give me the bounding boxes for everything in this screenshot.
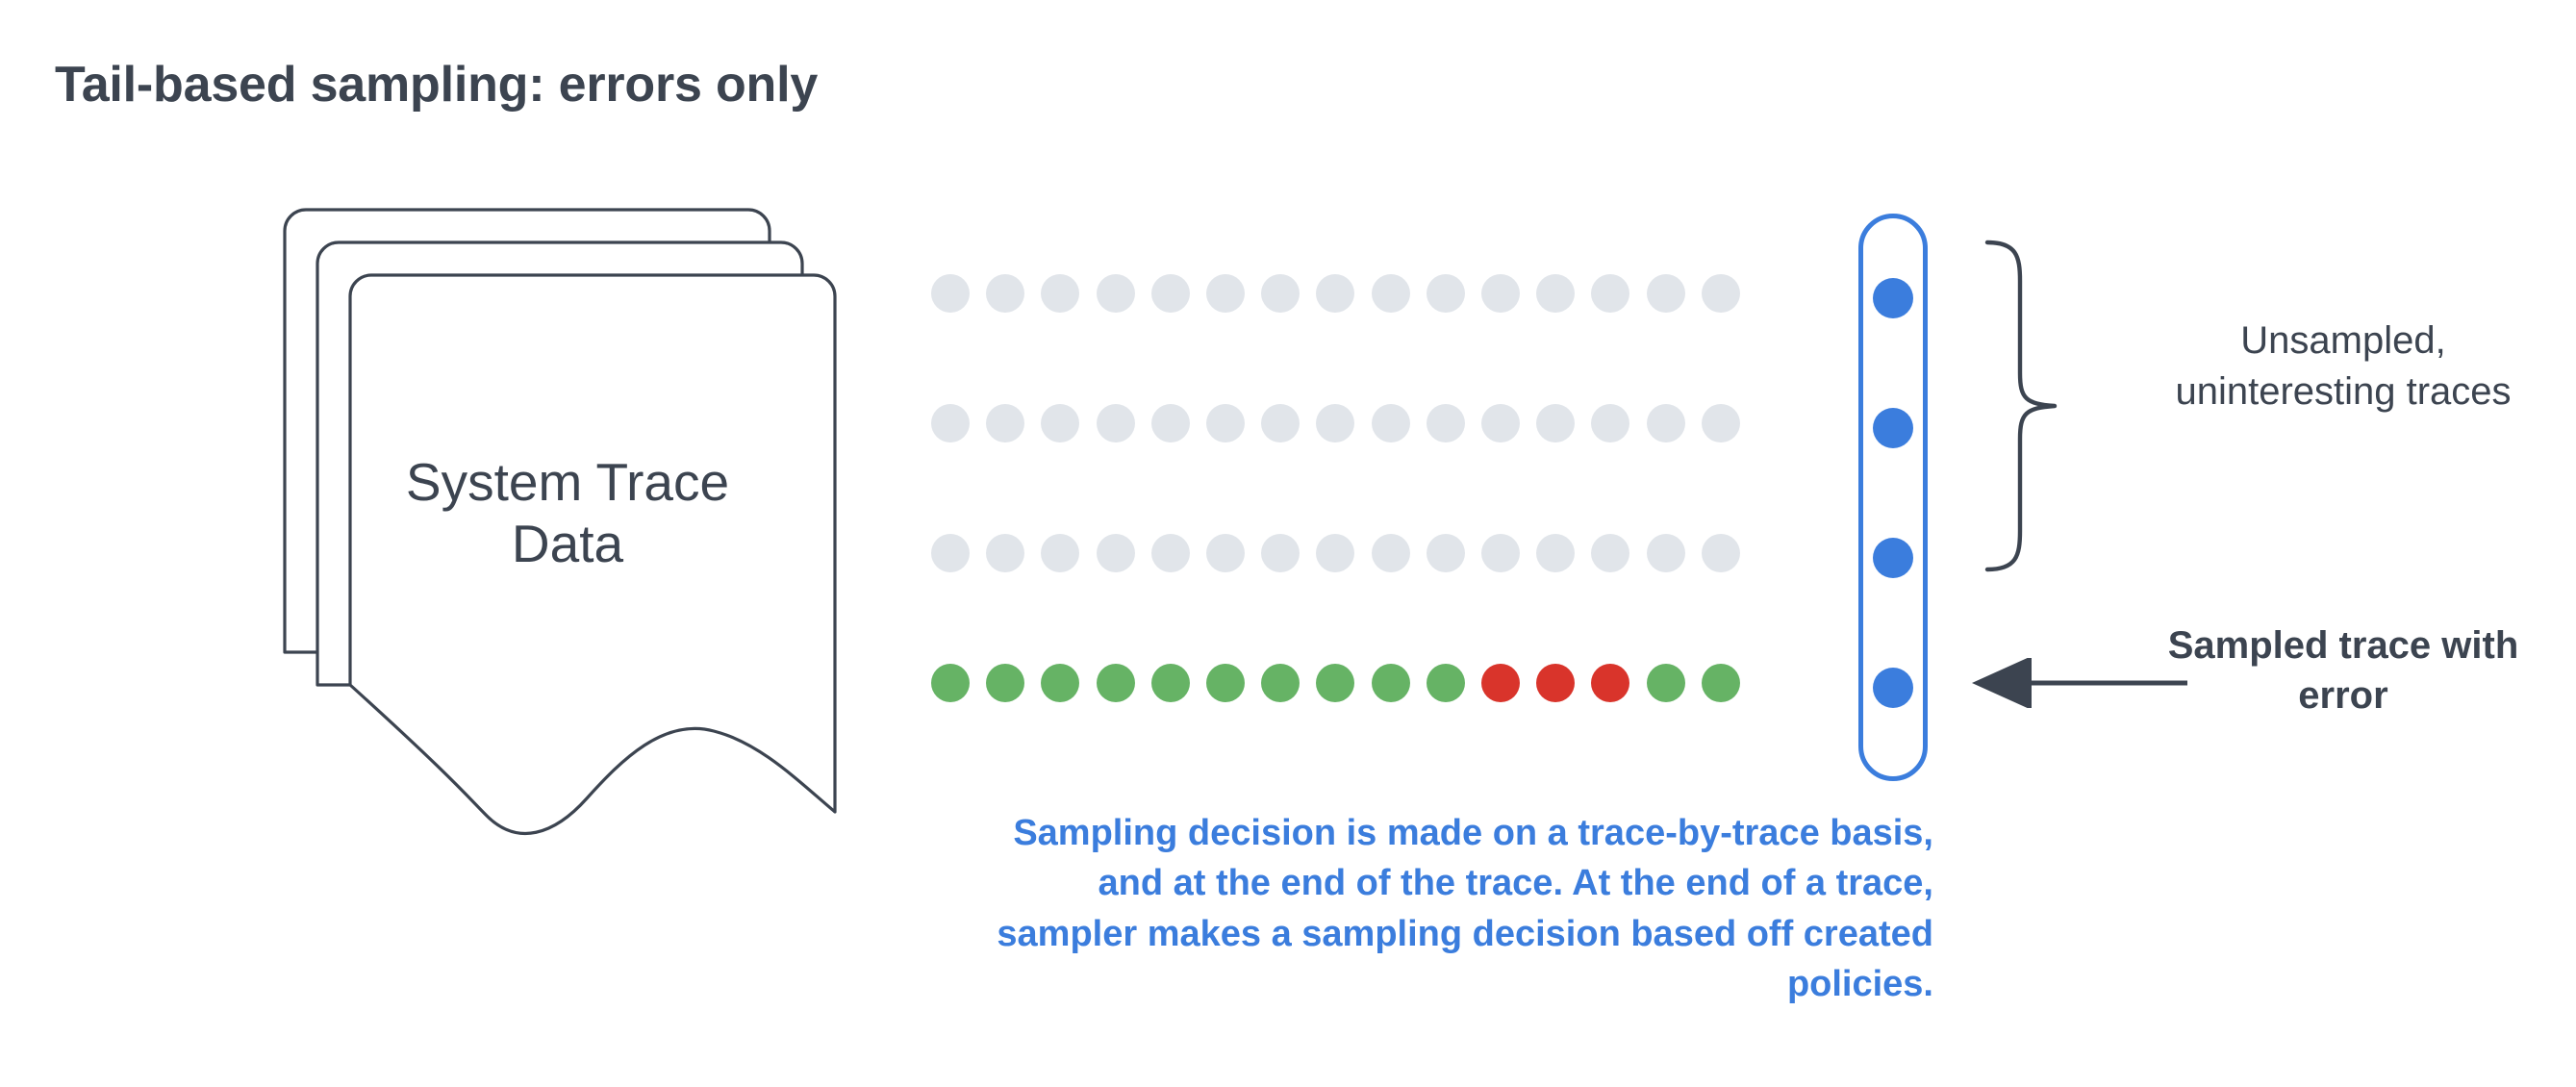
trace-span-dot-ok <box>1426 664 1465 702</box>
trace-span-dot-unsampled <box>1646 274 1685 313</box>
trace-span-dot-ok <box>1646 664 1685 702</box>
trace-span-dot-unsampled <box>1536 534 1576 572</box>
document-stack-icon <box>279 204 895 877</box>
trace-span-dot-unsampled <box>1150 534 1190 572</box>
trace-span-dot-ok <box>931 664 970 702</box>
page-title: Tail-based sampling: errors only <box>55 57 819 113</box>
trace-span-dot-unsampled <box>1150 274 1190 313</box>
trace-span-dot-error <box>1591 664 1630 702</box>
trace-span-dot-ok <box>1041 664 1080 702</box>
trace-span-dot-unsampled <box>1041 404 1080 442</box>
sampler-decision-dot <box>1873 408 1913 448</box>
trace-span-dot-ok <box>1701 664 1740 702</box>
trace-span-dot-unsampled <box>1371 274 1410 313</box>
trace-span-dot-unsampled <box>1591 404 1630 442</box>
source-label-line1: System Trace <box>405 452 730 512</box>
trace-span-dot-unsampled <box>1261 274 1301 313</box>
source-label-line2: Data <box>511 513 624 573</box>
trace-span-dot-unsampled <box>1096 404 1135 442</box>
trace-span-dot-unsampled <box>931 274 970 313</box>
trace-span-dot-unsampled <box>931 404 970 442</box>
trace-span-dot-unsampled <box>1646 534 1685 572</box>
trace-span-dot-unsampled <box>1701 274 1740 313</box>
trace-span-dot-unsampled <box>1536 404 1576 442</box>
trace-span-dot-unsampled <box>1646 404 1685 442</box>
trace-span-dot-unsampled <box>986 404 1025 442</box>
trace-span-dot-error <box>1481 664 1520 702</box>
trace-span-dot-unsampled <box>1481 404 1520 442</box>
trace-span-dot-ok <box>1261 664 1301 702</box>
trace-span-dot-unsampled <box>1591 534 1630 572</box>
trace-span-dot-unsampled <box>986 534 1025 572</box>
trace-span-dot-ok <box>1206 664 1245 702</box>
trace-span-dot-ok <box>1316 664 1355 702</box>
trace-span-dot-unsampled <box>1481 534 1520 572</box>
trace-span-dot-unsampled <box>1426 274 1465 313</box>
trace-span-dot-unsampled <box>1041 534 1080 572</box>
arrow-left-icon <box>1968 658 2189 708</box>
source-label: System Trace Data <box>317 452 818 575</box>
trace-span-dot-unsampled <box>1206 274 1245 313</box>
trace-span-dot-unsampled <box>1536 274 1576 313</box>
trace-span-dot-unsampled <box>1150 404 1190 442</box>
sampler-decision-dot <box>1873 668 1913 708</box>
trace-span-dot-unsampled <box>1701 534 1740 572</box>
unsampled-traces-label: Unsampled, uninteresting traces <box>2175 319 2512 413</box>
trace-span-dot-unsampled <box>1316 534 1355 572</box>
curly-brace-icon <box>1983 239 2089 573</box>
trace-span-dot-unsampled <box>1481 274 1520 313</box>
sampler-decision-dot <box>1873 278 1913 318</box>
sampler-decision-box[interactable] <box>1858 214 1928 781</box>
trace-span-dot-ok <box>1150 664 1190 702</box>
sampling-caption: Sampling decision is made on a trace-by-… <box>997 813 1933 1005</box>
trace-span-dot-ok <box>1096 664 1135 702</box>
trace-span-dot-ok <box>986 664 1025 702</box>
trace-span-dot-ok <box>1371 664 1410 702</box>
trace-span-dot-unsampled <box>1316 404 1355 442</box>
sampler-decision-dot <box>1873 538 1913 578</box>
trace-span-dot-unsampled <box>1206 404 1245 442</box>
trace-span-dot-unsampled <box>1701 404 1740 442</box>
trace-span-dot-unsampled <box>1041 274 1080 313</box>
trace-span-dot-error <box>1536 664 1576 702</box>
trace-span-dot-unsampled <box>1371 534 1410 572</box>
trace-span-dot-unsampled <box>1426 534 1465 572</box>
trace-span-dot-unsampled <box>1316 274 1355 313</box>
trace-span-dot-unsampled <box>1261 534 1301 572</box>
sampled-trace-label: Sampled trace with error <box>2167 624 2519 717</box>
trace-span-dot-unsampled <box>1426 404 1465 442</box>
trace-span-dot-unsampled <box>1261 404 1301 442</box>
trace-span-dot-unsampled <box>931 534 970 572</box>
trace-span-dot-unsampled <box>986 274 1025 313</box>
trace-span-dot-unsampled <box>1096 534 1135 572</box>
trace-span-dot-unsampled <box>1096 274 1135 313</box>
trace-span-dot-unsampled <box>1206 534 1245 572</box>
trace-span-dot-unsampled <box>1371 404 1410 442</box>
trace-span-dot-unsampled <box>1591 274 1630 313</box>
